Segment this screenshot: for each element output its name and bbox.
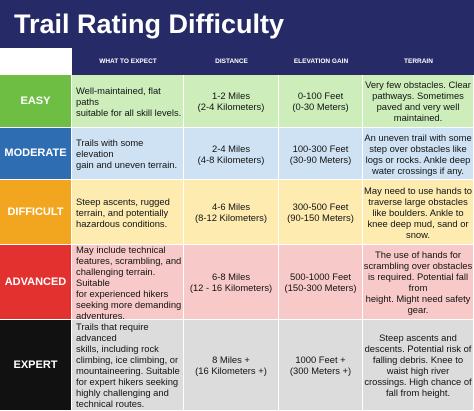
text-line: mountaineering. Suitable xyxy=(76,365,180,376)
title: Trail Rating Difficulty xyxy=(0,0,474,48)
text-line: for expert hikers seeking xyxy=(76,376,179,387)
terrain-cell: Very few obstacles. Clear pathways. Somet… xyxy=(363,75,474,128)
text-line: gain and uneven terrain. xyxy=(76,159,178,170)
text-line: 8 Miles + xyxy=(212,354,250,365)
what-cell: Steep ascents, rugged terrain, and potent… xyxy=(72,180,184,245)
text-line: traverse large obstacles xyxy=(368,195,468,207)
text-line: 2-4 Miles xyxy=(211,142,251,154)
text-line: paved and very well xyxy=(376,101,460,112)
what-cell: May include technical features, scramblin… xyxy=(72,245,184,320)
text-line: (8-12 Kilometers) xyxy=(195,212,267,223)
text-line: pathways. Sometimes xyxy=(372,90,464,101)
distance-cell: 6-8 Miles (12 - 16 Kilometers) xyxy=(184,245,279,320)
rating-label: MODERATE xyxy=(0,128,72,180)
text-line: descents. Potential risk of xyxy=(364,343,472,354)
text-line: for experienced hikers xyxy=(76,287,169,299)
text-line: Trails that require advanced xyxy=(76,321,149,343)
text-line: technical routes. xyxy=(76,398,145,409)
text-line: step over obstacles like xyxy=(369,142,467,154)
text-line: (2-4 Kilometers) xyxy=(197,101,265,112)
text-line: Steep ascents and xyxy=(379,332,457,343)
text-line: An uneven trail with some xyxy=(364,131,472,143)
text-line: (150-300 Meters) xyxy=(284,282,357,293)
text-line: water crossings if any. xyxy=(371,164,465,176)
text-line: 300-500 Feet xyxy=(292,201,349,212)
distance-cell: 8 Miles + (16 Kilometers +) xyxy=(184,320,279,411)
text-line: 100-300 Feet xyxy=(292,142,349,154)
distance-cell: 1-2 Miles (2-4 Kilometers) xyxy=(184,75,279,128)
text-line: (300 Meters +) xyxy=(289,365,352,376)
text-line: May need to use hands to xyxy=(364,184,472,196)
text-line: adventures. xyxy=(76,309,125,320)
elevation-cell: 100-300 Feet (30-90 Meters) xyxy=(279,128,363,180)
text-line: logs or rocks. Ankle deep xyxy=(365,153,471,165)
elevation-cell: 300-500 Feet (90-150 Meters) xyxy=(279,180,363,245)
text-line: maintained. xyxy=(393,112,443,123)
elevation-cell: 1000 Feet + (300 Meters +) xyxy=(279,320,363,411)
elevation-cell: 0-100 Feet (0-30 Meters) xyxy=(279,75,363,128)
text-line: gear. xyxy=(407,304,429,315)
text-line: fall from height. xyxy=(385,387,451,398)
terrain-cell: An uneven trail with some step over obsta… xyxy=(363,128,474,180)
column-header: ELEVATION GAIN xyxy=(279,48,363,75)
distance-cell: 4-6 Miles (8-12 Kilometers) xyxy=(184,180,279,245)
text-line: knee deep mud, sand or xyxy=(367,217,469,229)
text-line: features, scrambling, and xyxy=(76,254,182,266)
terrain-cell: The use of hands for scrambling over obst… xyxy=(363,245,474,320)
text-line: hazardous conditions. xyxy=(76,217,168,229)
text-line: seeking more demanding xyxy=(76,298,182,310)
text-line: (12 - 16 Kilometers) xyxy=(189,282,273,293)
text-line: 500-1000 Feet xyxy=(290,271,351,282)
text-line: falling debris. Knee to xyxy=(372,354,464,365)
rating-label: EXPERT xyxy=(0,320,72,411)
what-cell: Well-maintained, flat paths suitable for … xyxy=(72,75,184,128)
text-line: skills, including rock xyxy=(76,343,159,354)
text-line: (4-8 Kilometers) xyxy=(197,153,265,165)
text-line: is required. Potential fall from xyxy=(367,271,469,293)
text-line: terrain, and potentially xyxy=(76,206,169,218)
text-line: height. Might need safety xyxy=(365,293,471,304)
what-cell: Trails with some elevation gain and uneve… xyxy=(72,128,184,180)
column-header: WHAT TO EXPECT xyxy=(72,48,184,75)
text-line: highly challenging and xyxy=(76,387,169,398)
text-line: Very few obstacles. Clear xyxy=(365,79,471,90)
text-line: suitable for all skill levels. xyxy=(76,106,182,118)
text-line: (90-150 Meters) xyxy=(287,212,354,223)
text-line: 0-100 Feet xyxy=(297,90,344,101)
text-line: (30-90 Meters) xyxy=(289,153,352,165)
text-line: snow. xyxy=(406,228,430,240)
what-cell: Trails that require advanced skills, incl… xyxy=(72,320,184,411)
text-line: crossings. High chance of xyxy=(364,376,472,387)
column-header: DISTANCE xyxy=(184,48,279,75)
elevation-cell: 500-1000 Feet (150-300 Meters) xyxy=(279,245,363,320)
text-line: 4-6 Miles xyxy=(211,201,251,212)
text-line: (16 Kilometers +) xyxy=(195,365,267,376)
text-line: The use of hands for xyxy=(375,249,461,260)
rating-label: ADVANCED xyxy=(0,245,72,320)
terrain-cell: Steep ascents and descents. Potential ris… xyxy=(363,320,474,411)
text-line: Well-maintained, flat paths xyxy=(76,84,161,107)
text-line: Steep ascents, rugged xyxy=(76,195,170,207)
column-header: TERRAIN xyxy=(363,48,474,75)
text-line: 1-2 Miles xyxy=(211,90,251,101)
text-line: like boulders. Ankle to xyxy=(372,206,464,218)
text-line: (0-30 Meters) xyxy=(292,101,349,112)
text-line: May include technical xyxy=(76,245,166,255)
text-line: Trails with some elevation xyxy=(76,137,144,159)
text-line: challenging terrain. Suitable xyxy=(76,265,156,288)
text-line: waist high river xyxy=(386,365,450,376)
rating-label: DIFFICULT xyxy=(0,180,72,245)
text-line: 1000 Feet + xyxy=(295,354,346,365)
text-line: climbing, ice climbing, or xyxy=(76,354,179,365)
rating-label: EASY xyxy=(0,75,72,128)
terrain-cell: May need to use hands to traverse large o… xyxy=(363,180,474,245)
text-line: 6-8 Miles xyxy=(211,271,251,282)
distance-cell: 2-4 Miles (4-8 Kilometers) xyxy=(184,128,279,180)
text-line: scrambling over obstacles xyxy=(363,260,473,271)
